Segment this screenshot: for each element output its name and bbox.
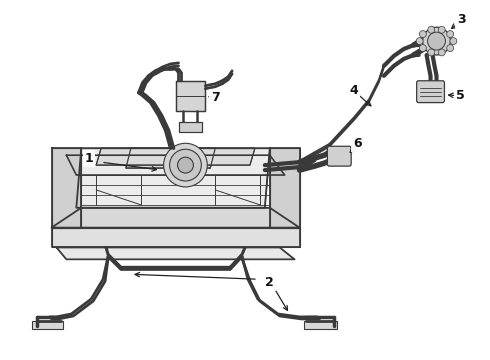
Polygon shape (178, 122, 202, 132)
Polygon shape (56, 247, 294, 260)
Polygon shape (303, 321, 337, 329)
Text: 5: 5 (456, 89, 465, 102)
Circle shape (447, 45, 454, 51)
Polygon shape (96, 148, 255, 165)
Circle shape (419, 45, 426, 51)
Polygon shape (51, 208, 299, 228)
Circle shape (419, 31, 426, 37)
Polygon shape (32, 321, 63, 329)
Polygon shape (175, 81, 205, 111)
Text: 1: 1 (85, 152, 94, 165)
Text: 7: 7 (211, 91, 220, 104)
Polygon shape (51, 148, 81, 228)
Circle shape (422, 27, 450, 55)
Text: 3: 3 (457, 13, 465, 26)
Text: 6: 6 (353, 137, 362, 150)
Polygon shape (126, 148, 215, 168)
Polygon shape (270, 148, 299, 228)
Circle shape (450, 37, 457, 45)
Text: 2: 2 (266, 276, 274, 289)
Circle shape (438, 26, 445, 33)
Circle shape (170, 149, 201, 181)
Circle shape (177, 157, 194, 173)
Circle shape (438, 49, 445, 56)
Circle shape (447, 31, 454, 37)
Circle shape (428, 26, 435, 33)
FancyBboxPatch shape (416, 81, 444, 103)
Circle shape (416, 37, 423, 45)
Polygon shape (66, 155, 285, 175)
Polygon shape (76, 148, 270, 208)
Text: 4: 4 (350, 84, 359, 97)
FancyBboxPatch shape (327, 146, 351, 166)
Circle shape (428, 49, 435, 56)
Circle shape (164, 143, 207, 187)
Circle shape (428, 32, 445, 50)
Polygon shape (51, 228, 299, 247)
